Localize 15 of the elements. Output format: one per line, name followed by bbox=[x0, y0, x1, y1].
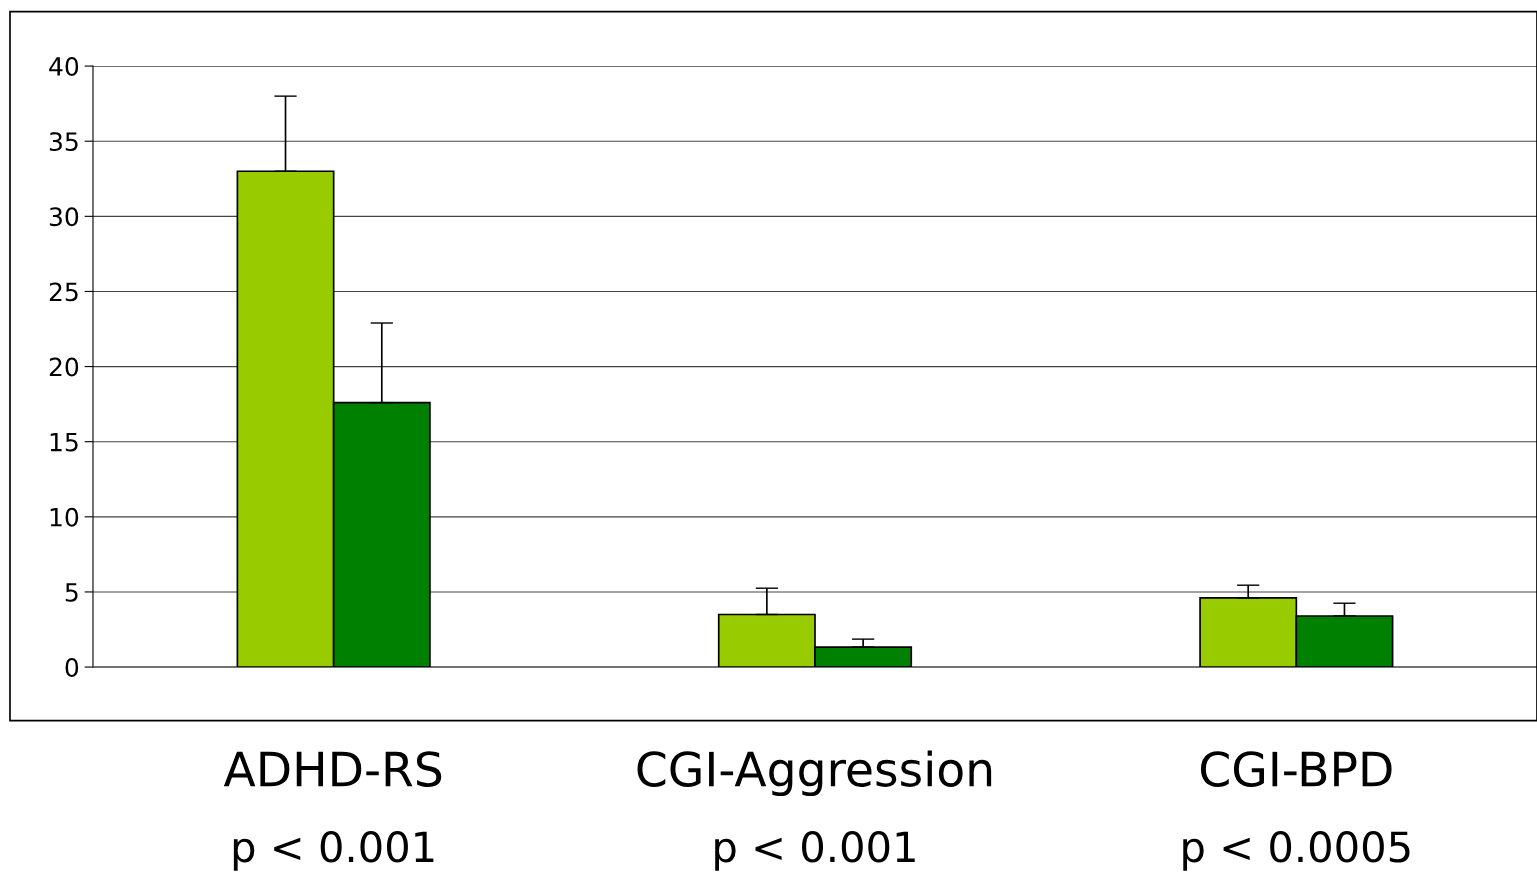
x-tick-label: ADHD-RS bbox=[223, 751, 442, 787]
x-tick-label: CGI-Aggression bbox=[637, 750, 992, 797]
y-tick-label: 30 bbox=[49, 207, 79, 227]
y-tick-label: 5 bbox=[65, 583, 78, 602]
text: p < 0.001 bbox=[715, 831, 915, 871]
y-tick-label: 10 bbox=[50, 507, 79, 527]
y-tick-label: 15 bbox=[50, 432, 78, 452]
y-tick-label: 35 bbox=[49, 132, 78, 152]
x-tick-label: CGI-BPD bbox=[1200, 751, 1392, 787]
y-tick-label: 40 bbox=[49, 57, 79, 76]
text: p < 0.001 bbox=[233, 831, 434, 871]
y-tick-label: 0 bbox=[65, 658, 79, 677]
y-tick-label: 25 bbox=[49, 282, 78, 302]
text: p < 0.0005 bbox=[1183, 831, 1410, 871]
y-tick-label: 20 bbox=[49, 357, 79, 377]
